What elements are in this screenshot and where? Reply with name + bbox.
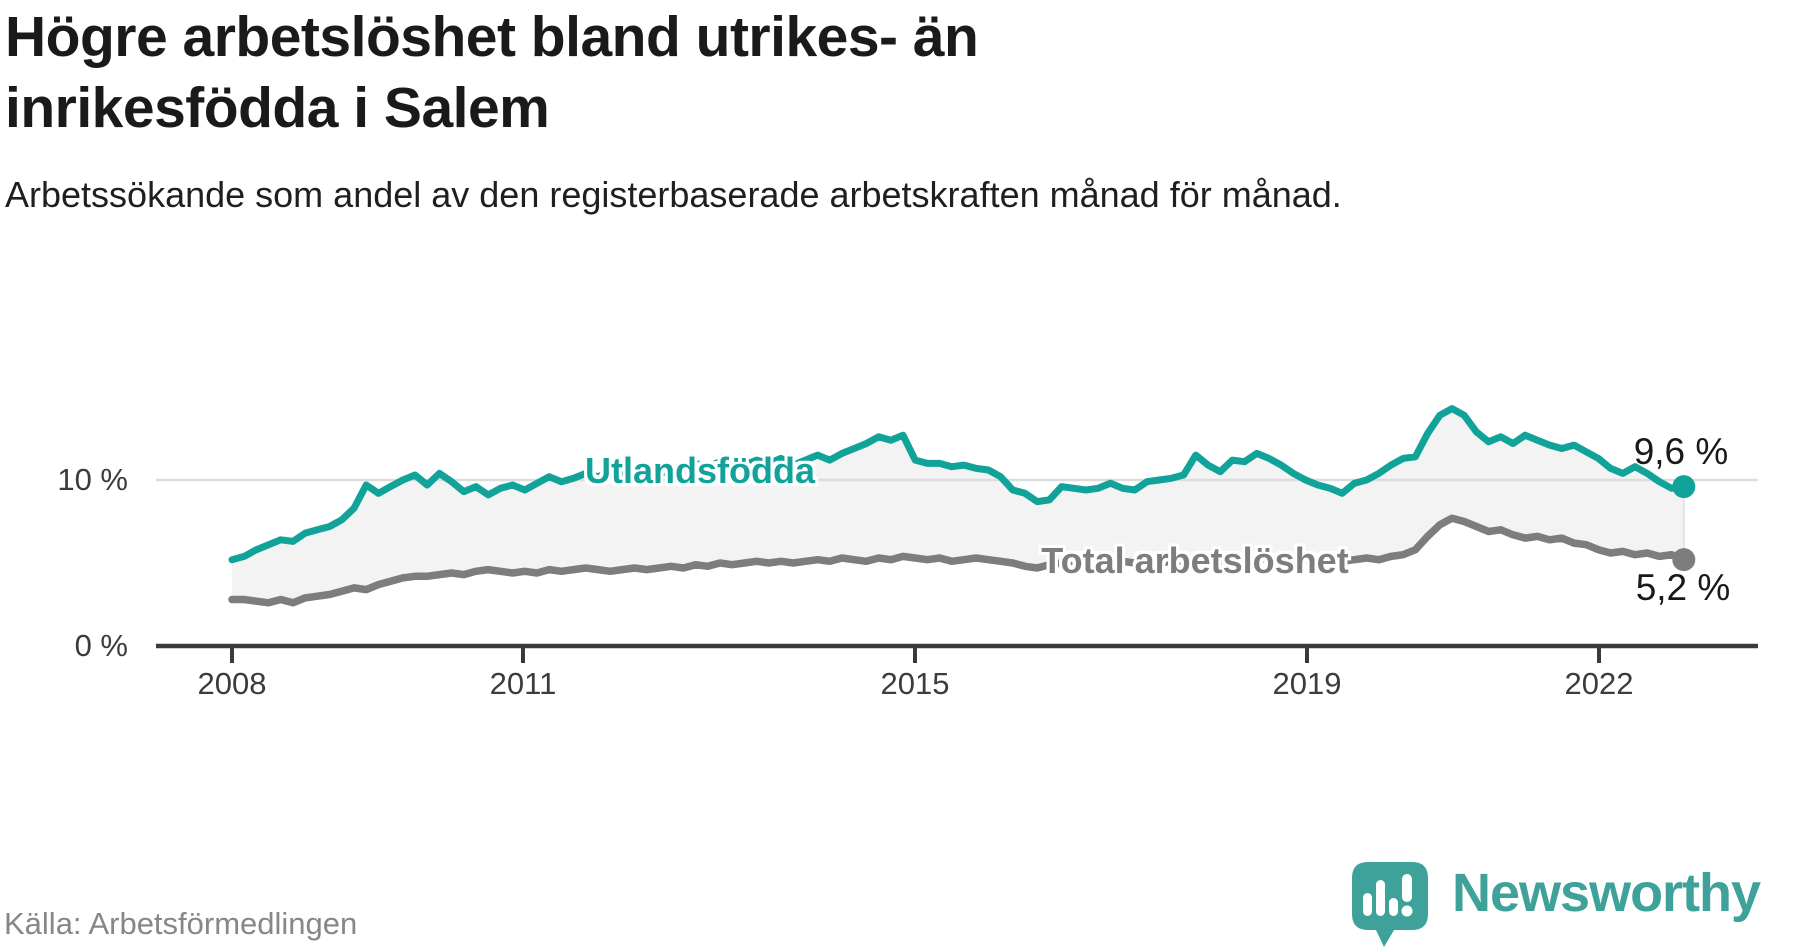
total-series-label: Total arbetslöshet (1041, 540, 1349, 581)
x-axis-ticks (230, 646, 1601, 663)
x-tick-label: 2008 (197, 666, 267, 701)
newsworthy-logo-icon (1352, 862, 1428, 947)
y-tick-label-10: 10 % (57, 462, 128, 497)
x-tick-label: 2011 (489, 666, 557, 701)
utlandsfodda-end-dot (1672, 475, 1696, 499)
series-gap-band (232, 408, 1684, 603)
total-arbetsloshet-line (228, 514, 1688, 607)
page-subtitle: Arbetssökande som andel av den registerb… (5, 174, 1342, 215)
x-tick-label: 2022 (1564, 666, 1634, 701)
utlandsfodda-end-value: 9,6 % (1633, 431, 1729, 472)
page-title: Högre arbetslöshet bland utrikes- än inr… (5, 5, 979, 141)
x-tick-label: 2019 (1272, 666, 1342, 701)
utlandsfodda-line (228, 405, 1688, 564)
total-end-value: 5,2 % (1635, 567, 1731, 608)
source-note: Källa: Arbetsförmedlingen (4, 906, 358, 941)
x-tick-label: 2015 (880, 666, 950, 701)
total-end-dot (1672, 548, 1696, 572)
newsworthy-wordmark: Newsworthy (1452, 863, 1761, 923)
y-tick-label-0: 0 % (74, 628, 128, 663)
utlandsfodda-series-label: Utlandsfödda (585, 450, 815, 491)
